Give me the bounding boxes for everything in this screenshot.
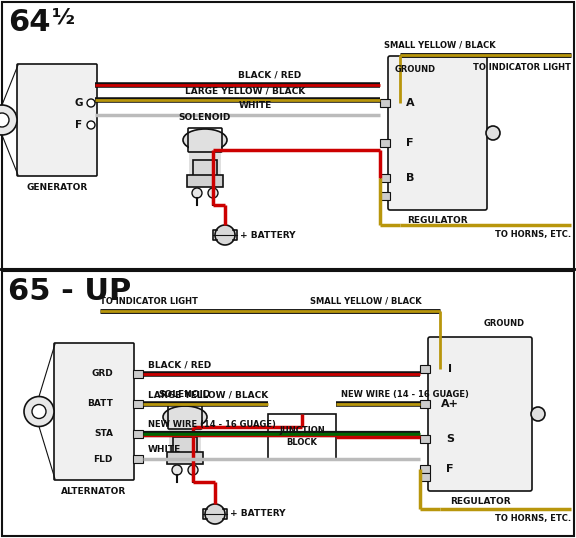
Text: GRD: GRD [91,370,113,379]
Text: LARGE YELLOW / BLACK: LARGE YELLOW / BLACK [148,390,268,399]
Circle shape [205,504,225,524]
Text: SMALL YELLOW / BLACK: SMALL YELLOW / BLACK [384,40,496,49]
FancyBboxPatch shape [54,343,134,480]
Bar [133,400,143,408]
Text: BLACK / RED: BLACK / RED [238,70,302,79]
Bar [420,435,430,443]
Text: F: F [446,464,454,474]
Bar [173,437,197,462]
Bar [2,2,574,269]
Text: SOLENOID: SOLENOID [179,113,231,122]
Circle shape [0,105,17,135]
Bar [133,370,143,378]
Ellipse shape [163,406,207,428]
Circle shape [32,405,46,419]
Text: + BATTERY: + BATTERY [240,230,295,239]
Text: A+: A+ [441,399,459,409]
Text: TO HORNS, ETC.: TO HORNS, ETC. [495,514,571,523]
Text: B: B [406,173,414,183]
Bar [133,430,143,438]
Circle shape [87,121,95,129]
Bar [193,160,217,185]
Text: GROUND: GROUND [395,65,436,74]
Text: FLD: FLD [94,455,113,464]
Text: NEW WIRE (14 - 16 GUAGE): NEW WIRE (14 - 16 GUAGE) [341,390,469,399]
Text: ALTERNATOR: ALTERNATOR [62,487,127,496]
Text: F: F [75,120,82,130]
Text: SMALL YELLOW / BLACK: SMALL YELLOW / BLACK [310,297,422,306]
Bar [380,99,390,107]
Text: TO INDICATOR LIGHT: TO INDICATOR LIGHT [100,297,198,306]
Text: 64: 64 [8,8,51,37]
Circle shape [531,407,545,421]
Text: TO HORNS, ETC.: TO HORNS, ETC. [495,230,571,239]
Text: STA: STA [94,429,113,438]
Bar [420,465,430,473]
Circle shape [486,126,500,140]
Text: 65 - UP: 65 - UP [8,277,131,306]
Text: SOLENOID: SOLENOID [159,390,211,399]
Text: REGULATOR: REGULATOR [407,216,468,225]
Bar [2,271,574,536]
Text: GROUND: GROUND [484,319,525,328]
Text: G: G [75,98,84,108]
Bar [420,473,430,481]
Circle shape [172,465,182,475]
Text: WHITE: WHITE [148,445,181,454]
Text: WHITE: WHITE [238,101,272,110]
Text: BLOCK: BLOCK [287,438,317,447]
FancyBboxPatch shape [388,56,487,210]
Text: F: F [406,138,414,148]
Text: REGULATOR: REGULATOR [450,497,510,506]
Bar [420,365,430,373]
Text: A: A [406,98,414,108]
Bar [380,192,390,200]
Circle shape [208,188,218,198]
Bar [169,422,201,452]
FancyBboxPatch shape [428,337,532,491]
Bar [189,145,221,175]
Text: BLACK / RED: BLACK / RED [148,360,211,369]
Bar [268,414,336,459]
Circle shape [188,465,198,475]
Ellipse shape [183,129,227,151]
Circle shape [24,397,54,427]
Text: BATT: BATT [87,400,113,408]
Circle shape [0,113,9,127]
Circle shape [192,188,202,198]
FancyBboxPatch shape [17,64,97,176]
Text: NEW WIRE (14 - 16 GUAGE): NEW WIRE (14 - 16 GUAGE) [148,420,276,429]
Text: GENERATOR: GENERATOR [26,183,88,192]
Bar [380,139,390,147]
Bar [133,455,143,463]
Bar [420,400,430,408]
Bar [380,174,390,182]
Circle shape [215,225,235,245]
Text: JUNCTION: JUNCTION [279,426,325,435]
Text: S: S [446,434,454,444]
Bar [187,175,223,187]
Bar [167,452,203,464]
Circle shape [87,99,95,107]
Text: + BATTERY: + BATTERY [230,509,286,519]
Text: LARGE YELLOW / BLACK: LARGE YELLOW / BLACK [185,86,305,95]
Text: I: I [448,364,452,374]
Text: TO INDICATOR LIGHT: TO INDICATOR LIGHT [473,63,571,72]
Text: ½: ½ [52,8,75,28]
